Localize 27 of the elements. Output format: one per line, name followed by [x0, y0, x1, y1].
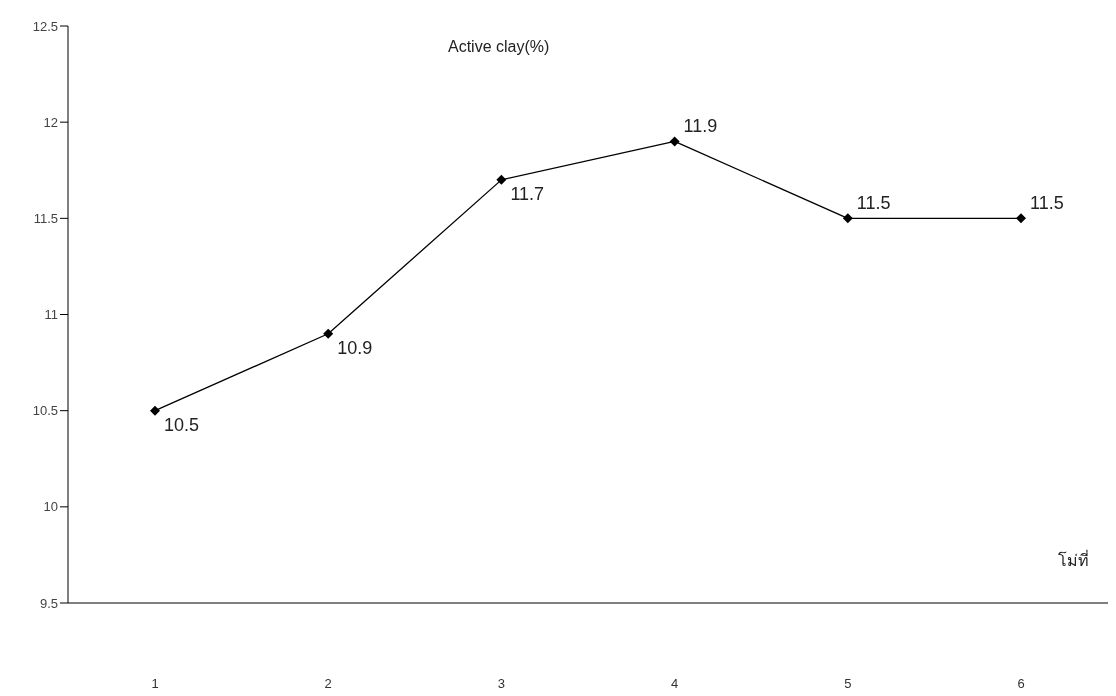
- x-axis-title: โม่ที่: [1058, 549, 1089, 572]
- point: [323, 328, 334, 339]
- y-tick-label: 9.5: [39, 595, 58, 611]
- point: [496, 174, 507, 185]
- x-tick-label: 2: [324, 676, 332, 692]
- data-label: 11.5: [1030, 193, 1064, 214]
- x-tick-label: 1: [151, 676, 159, 692]
- data-label: 11.9: [683, 116, 718, 137]
- x-tick-label: 5: [844, 676, 852, 692]
- data-label: 10.5: [164, 414, 200, 435]
- point: [842, 213, 853, 224]
- data-label: 10.9: [337, 337, 373, 358]
- data-label: 11.5: [856, 193, 891, 214]
- y-tick-label: 11.5: [33, 210, 58, 226]
- point: [669, 136, 680, 147]
- y-tick-label: 11: [44, 307, 58, 323]
- point: [150, 405, 160, 416]
- data-label: 11.7: [510, 183, 545, 204]
- y-tick-label: 10.5: [32, 403, 58, 419]
- y-tick-label: 12.5: [32, 18, 58, 34]
- x-tick-label: 3: [497, 676, 506, 692]
- y-tick-label: 12: [43, 114, 58, 130]
- text: Active clay(%): [448, 38, 550, 56]
- x-tick-label: 4: [670, 676, 679, 692]
- y-tick-label: 10: [43, 499, 58, 515]
- x-tick-label: 6: [1017, 676, 1025, 692]
- point: [1016, 213, 1026, 224]
